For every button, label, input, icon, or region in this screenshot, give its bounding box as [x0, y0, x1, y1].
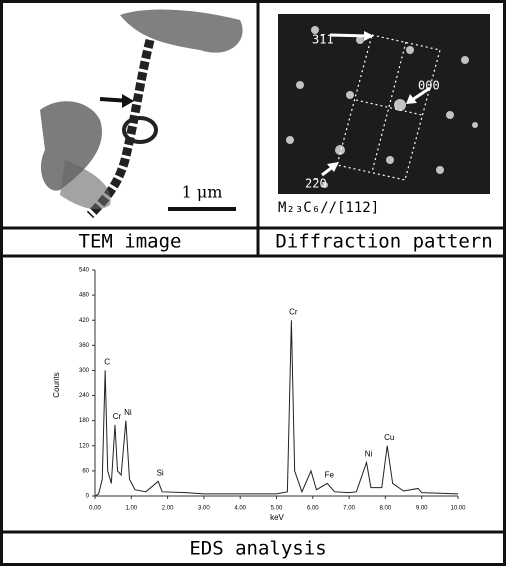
x-axis-label: keV — [270, 513, 284, 522]
peak-label: Si — [157, 468, 164, 477]
diffraction-pattern: 3̄11 000 2̄20 M₂₃C₆//[112] — [278, 14, 490, 216]
x-tick-label: 4.00 — [234, 506, 246, 512]
y-tick-label: 120 — [79, 443, 90, 449]
spot-label: 2̄20 — [305, 177, 327, 191]
peak-label: Ni — [365, 450, 373, 459]
y-tick-label: 360 — [79, 343, 90, 349]
y-tick-label: 300 — [79, 368, 90, 374]
spot-label: 000 — [418, 79, 440, 93]
peak-label: Ni — [124, 408, 132, 417]
x-tick-label: 1.00 — [125, 506, 137, 512]
y-axis-label: Counts — [52, 372, 61, 397]
x-tick-label: 7.00 — [343, 506, 355, 512]
peak-label: Cr — [113, 412, 122, 421]
peak-label: Fe — [325, 471, 335, 480]
x-tick-label: 6.00 — [307, 506, 319, 512]
zone-axis: M₂₃C₆//[112] — [278, 200, 379, 216]
x-tick-label: 0.00 — [89, 506, 101, 512]
y-tick-label: 240 — [79, 393, 90, 399]
y-tick-label: 420 — [79, 318, 90, 324]
peak-label: Cr — [289, 307, 298, 316]
y-tick-label: 480 — [79, 293, 90, 299]
tem-image: 1 μm — [40, 9, 243, 219]
caption: TEM image — [79, 231, 182, 253]
caption: Diffraction pattern — [275, 231, 492, 253]
x-tick-label: 3.00 — [198, 506, 210, 512]
spectrum — [94, 320, 459, 497]
x-tick-label: 2.00 — [162, 506, 174, 512]
caption: EDS analysis — [189, 538, 326, 560]
peak-label: C — [104, 358, 110, 367]
x-tick-label: 8.00 — [380, 506, 392, 512]
peak-label: Cu — [384, 433, 394, 442]
x-tick-label: 10.00 — [450, 506, 466, 512]
spot-label: 3̄11 — [312, 33, 334, 47]
x-tick-label: 9.00 — [416, 506, 428, 512]
y-tick-label: 180 — [79, 418, 90, 424]
scale-label: 1 μm — [182, 183, 223, 202]
y-tick-label: 0 — [86, 494, 90, 500]
y-tick-label: 540 — [79, 268, 90, 274]
x-tick-label: 5.00 — [271, 506, 283, 512]
y-tick-label: 60 — [82, 468, 89, 474]
